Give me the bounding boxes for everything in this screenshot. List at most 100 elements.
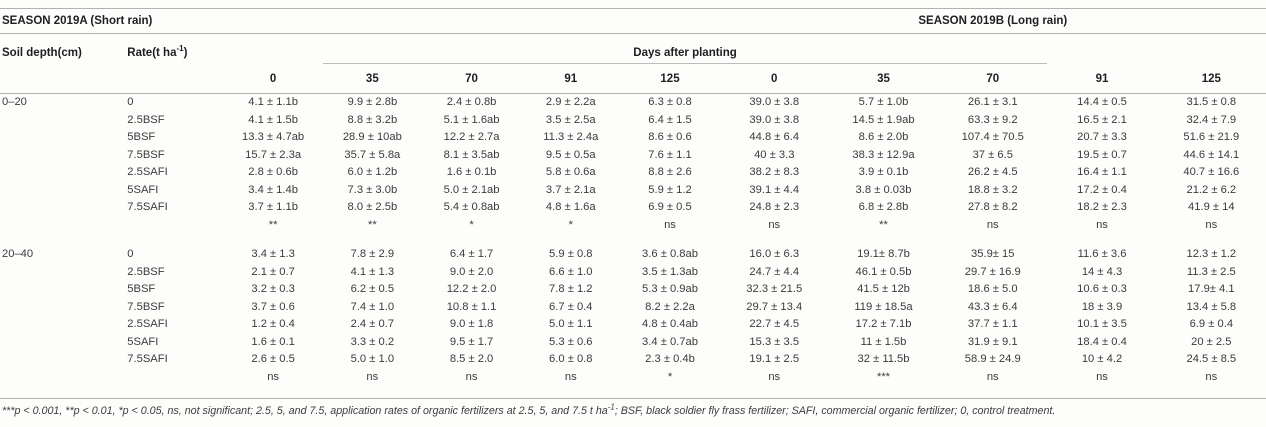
value-cell: 4.8 ± 0.4ab [642,318,698,330]
value-cell: 107.4 ± 70.5 [961,131,1024,143]
value-cell: 19.1 ± 2.5 [749,353,800,365]
significance-cell: ns [986,370,999,383]
rate-cell [125,369,223,387]
significance-cell: ns [1205,218,1218,231]
rate-header-close: ) [183,46,188,59]
value-cell: 3.5 ± 2.5a [545,113,596,126]
data-table: SEASON 2019A (Short rain) SEASON 2019B (… [0,8,1266,386]
value-cell: 7.3 ± 3.0b [347,183,398,196]
value-cell: 51.6 ± 21.9 [1183,131,1240,143]
value-cell: 9.5 ± 0.5a [545,148,596,161]
value-cell: 2.8 ± 0.6b [248,166,298,178]
value-cell: 6.3 ± 0.8 [648,96,692,108]
value-cell: 6.0 ± 0.8 [549,353,593,365]
value-cell: 27.8 ± 8.2 [967,201,1018,213]
rate-cell: 2.5BSF [127,113,165,126]
value-cell: 16.5 ± 2.1 [1077,113,1127,126]
value-cell: 3.7 ± 0.6 [251,300,295,313]
significance-cell: ns [986,218,999,231]
value-cell: 10.1 ± 3.5 [1077,318,1127,330]
value-cell: 17.9± 4.1 [1188,283,1235,295]
day-column-header: 0 [223,63,323,94]
empty-header-cell [125,63,224,94]
value-cell: 5.9 ± 1.2 [648,183,692,196]
rate-cell: 2.5BSF [127,265,165,278]
value-cell: 3.7 ± 2.1a [545,183,596,196]
value-cell: 9.0 ± 1.8 [449,318,494,330]
value-cell: 7.8 ± 1.2 [549,283,593,295]
table-row: 5SAFI 1.6 ± 0.1 3.3 ± 0.2 9.5 ± 1.7 5.3 ± 0.… [0,334,1266,352]
value-cell: 5.1 ± 1.6ab [443,113,500,126]
value-cell: 5.3 ± 0.9ab [642,283,698,295]
value-cell: 10.6 ± 0.3 [1077,283,1127,295]
value-cell: 31.5 ± 0.8 [1186,96,1237,108]
day-column-header: 70 [938,63,1048,94]
day-column-header: 91 [1047,63,1157,94]
soil-depth-cell [0,316,125,334]
rate-cell: 0 [127,96,134,108]
soil-depth-cell [0,351,125,369]
value-cell: 20 ± 2.5 [1191,335,1232,348]
value-cell: 2.6 ± 0.5 [251,353,295,365]
day-column-header: 35 [322,63,422,94]
soil-depth-cell [0,164,125,182]
value-cell: 31.9 ± 9.1 [967,335,1018,348]
significance-cell: ns [1096,370,1108,383]
soil-depth-header: Soil depth(cm) [2,46,82,59]
value-cell: 10 ± 4.2 [1081,353,1123,365]
table-row: 7.5BSF 3.7 ± 0.6 7.4 ± 1.0 10.8 ± 1.1 6.7 ± … [0,299,1266,317]
significance-cell: ** [879,218,888,231]
table-row: 5SAFI 3.4 ± 1.4b 7.3 ± 3.0b 5.0 ± 2.1ab 3.7 … [0,182,1266,200]
value-cell: 44.6 ± 14.1 [1183,148,1240,161]
day-column-header: 125 [1156,63,1266,94]
value-cell: 7.4 ± 1.0 [350,300,395,313]
footnote-text-continued: ; BSF, black soldier fly frass fertilize… [614,405,1056,417]
value-cell: 13.4 ± 5.8 [1186,300,1237,313]
value-cell: 3.3 ± 0.2 [350,335,395,348]
value-cell: 3.8 ± 0.03b [855,183,912,196]
value-cell: 5.0 ± 2.1ab [443,183,500,196]
value-cell: 18.6 ± 5.0 [967,283,1018,295]
value-cell: 6.6 ± 1.0 [549,265,593,278]
value-cell: 9.5 ± 1.7 [449,335,494,348]
value-cell: 38.3 ± 12.9a [852,148,915,161]
significance-cell: *** [876,370,891,383]
value-cell: 11 ± 1.5b [860,335,907,348]
value-cell: 58.9 ± 24.9 [964,353,1021,365]
value-cell: 35.7 ± 5.8a [344,148,401,161]
soil-depth-cell: 0–20 [2,96,27,108]
value-cell: 1.2 ± 0.4 [251,318,295,330]
days-after-planting-header: Days after planting [322,33,1048,64]
value-cell: 17.2 ± 7.1b [855,318,912,330]
value-cell: 20.7 ± 3.3 [1077,131,1127,143]
significance-cell: ns [267,370,280,383]
value-cell: 35.9± 15 [971,248,1015,260]
table-row: 2.5SAFI 1.2 ± 0.4 2.4 ± 0.7 9.0 ± 1.8 5.0 ± … [0,316,1266,334]
table-row: 5BSF 13.3 ± 4.7ab 28.9 ± 10ab 12.2 ± 2.7a 11… [0,129,1266,147]
value-cell: 6.8 ± 2.8b [858,201,909,213]
significance-row: ** ** * * ns ns ** ns ns ns [0,217,1266,235]
value-cell: 26.1 ± 3.1 [967,96,1018,108]
value-cell: 22.7 ± 4.5 [749,318,800,330]
table-row: 7.5BSF 15.7 ± 2.3a 35.7 ± 5.8a 8.1 ± 3.5ab 9… [0,147,1266,165]
value-cell: 5.0 ± 1.1 [549,318,593,330]
value-cell: 41.9 ± 14 [1188,201,1235,213]
value-cell: 9.9 ± 2.8b [347,96,398,108]
significance-cell: ns [768,218,781,231]
value-cell: 5.4 ± 0.8ab [443,201,500,213]
rate-header-superscript: -1 [176,43,184,53]
value-cell: 4.8 ± 1.6a [545,201,596,213]
value-cell: 10.8 ± 1.1 [446,300,497,313]
value-cell: 39.0 ± 3.8 [749,96,800,108]
significance-cell: ns [465,370,478,383]
value-cell: 32 ± 11.5b [857,353,910,365]
value-cell: 2.4 ± 0.7 [350,318,395,330]
value-cell: 46.1 ± 0.5b [855,265,912,278]
value-cell: 6.4 ± 1.7 [449,248,494,260]
value-cell: 38.2 ± 8.3 [749,166,800,178]
soil-depth-cell [0,217,125,235]
significance-cell: * [667,370,673,383]
value-cell: 39.1 ± 4.4 [749,183,800,196]
value-cell: 2.9 ± 2.2a [545,96,596,108]
